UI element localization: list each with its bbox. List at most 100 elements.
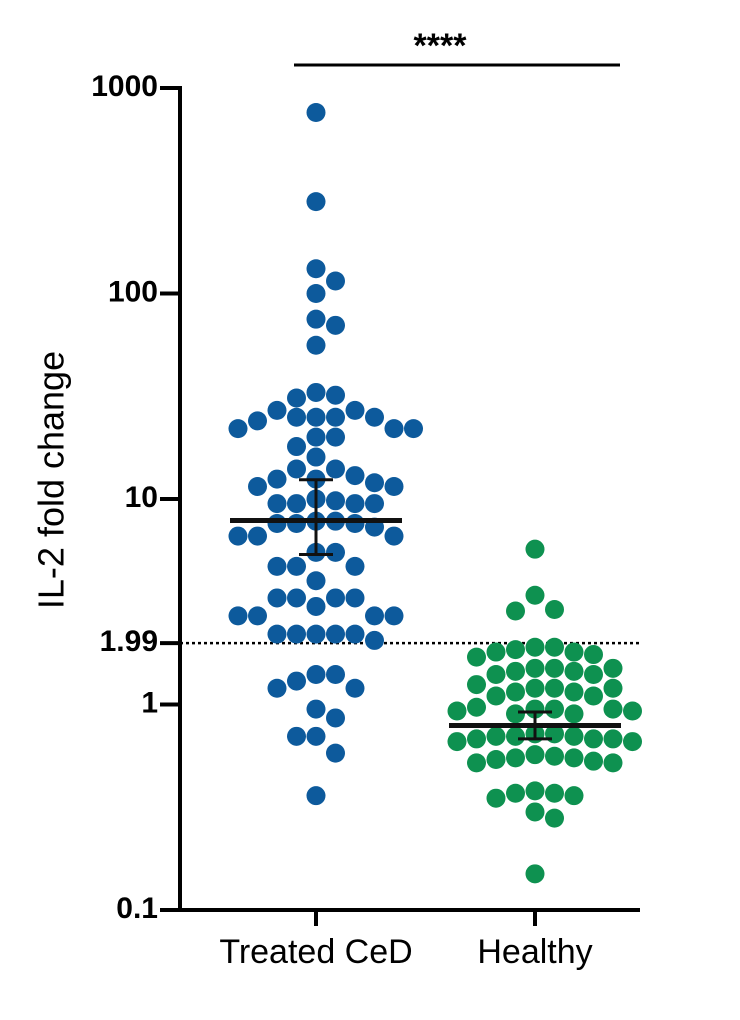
dot xyxy=(345,556,365,576)
dot xyxy=(525,802,545,822)
dot xyxy=(564,661,584,681)
y-tick-label: 1000 xyxy=(91,70,158,103)
dot xyxy=(345,466,365,486)
dot xyxy=(345,494,365,514)
dot xyxy=(564,642,584,662)
dot xyxy=(506,748,525,768)
x-tick-label: Healthy xyxy=(477,933,592,971)
dot xyxy=(564,748,584,768)
dot xyxy=(306,624,326,644)
dot xyxy=(306,192,326,212)
dot xyxy=(486,726,506,746)
dot xyxy=(623,732,642,752)
dot xyxy=(326,407,345,427)
dot xyxy=(345,678,365,698)
dot xyxy=(326,271,345,291)
dot xyxy=(506,601,525,621)
dot xyxy=(525,699,545,719)
dot xyxy=(525,585,545,605)
dot xyxy=(287,556,306,576)
dot xyxy=(267,513,287,533)
dot xyxy=(326,315,345,335)
dot xyxy=(525,864,545,884)
dot xyxy=(228,419,248,439)
y-tick-label: 1 xyxy=(141,686,158,719)
y-tick-label: 0.1 xyxy=(116,892,158,925)
dot xyxy=(603,699,623,719)
dot xyxy=(287,513,306,533)
dot xyxy=(365,407,384,427)
dot xyxy=(228,526,248,546)
dot xyxy=(345,400,365,420)
dot xyxy=(345,624,365,644)
dot xyxy=(267,400,287,420)
dot xyxy=(525,745,545,765)
dot xyxy=(486,686,506,706)
dot xyxy=(525,781,545,801)
dot xyxy=(365,473,384,493)
dot xyxy=(623,701,642,721)
dot xyxy=(584,729,603,749)
dot xyxy=(287,726,306,746)
dot xyxy=(545,599,564,619)
dot xyxy=(306,284,326,303)
dot xyxy=(467,697,486,717)
dot xyxy=(306,699,326,719)
dot xyxy=(545,783,564,803)
dot xyxy=(306,407,326,427)
dot xyxy=(467,647,486,667)
dot xyxy=(525,678,545,698)
y-tick-label: 1.99 xyxy=(100,625,158,658)
dot xyxy=(545,678,564,698)
dot xyxy=(326,427,345,447)
dot xyxy=(545,699,564,719)
significance: **** xyxy=(414,27,468,65)
dot xyxy=(584,751,603,771)
dot xyxy=(603,729,623,749)
dot xyxy=(486,749,506,769)
dot xyxy=(287,494,306,514)
dot xyxy=(506,682,525,702)
y-tick-label: 10 xyxy=(125,481,158,514)
dot xyxy=(326,385,345,405)
y-tick-label: 100 xyxy=(108,275,158,308)
dot xyxy=(267,494,287,514)
dot xyxy=(267,556,287,576)
dot xyxy=(384,419,404,439)
dot xyxy=(365,494,384,514)
dot xyxy=(326,491,345,511)
dot xyxy=(467,753,486,773)
dot xyxy=(467,729,486,749)
dot xyxy=(447,732,467,752)
dot xyxy=(306,259,326,279)
dot xyxy=(525,658,545,678)
dot xyxy=(306,335,326,355)
dot xyxy=(306,786,326,806)
dot xyxy=(525,637,545,657)
dot xyxy=(326,542,345,562)
dot xyxy=(584,686,603,706)
dot xyxy=(306,102,326,122)
dot xyxy=(248,411,267,431)
dot xyxy=(506,726,525,746)
dot xyxy=(306,596,326,616)
dot xyxy=(287,624,306,644)
dot xyxy=(545,808,564,828)
dot xyxy=(326,708,345,728)
dot xyxy=(306,571,326,591)
dot xyxy=(287,388,306,408)
dot xyxy=(248,477,267,497)
dot xyxy=(584,645,603,665)
dot xyxy=(248,526,267,546)
dot xyxy=(603,678,623,698)
dot xyxy=(306,427,326,447)
dot xyxy=(267,624,287,644)
dot xyxy=(564,682,584,702)
dot xyxy=(228,606,248,626)
dot xyxy=(603,658,623,678)
dot xyxy=(506,661,525,681)
dot xyxy=(287,459,306,479)
dot xyxy=(545,637,564,657)
